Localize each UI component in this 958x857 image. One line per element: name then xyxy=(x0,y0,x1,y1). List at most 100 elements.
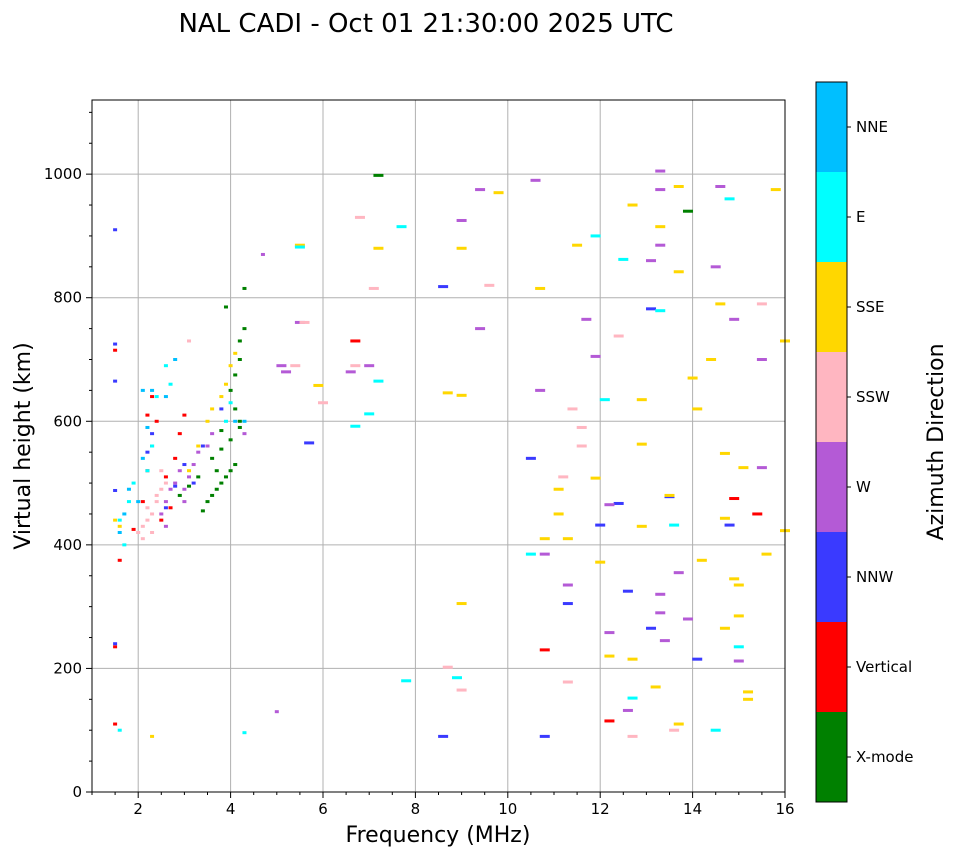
data-point xyxy=(140,500,145,504)
data-point xyxy=(136,500,141,504)
data-point xyxy=(136,531,141,534)
data-point xyxy=(604,719,615,723)
colorbar-swatch xyxy=(816,172,847,262)
data-point xyxy=(613,501,624,505)
y-tick-label: 200 xyxy=(53,659,82,677)
series-nne xyxy=(117,358,247,534)
data-point xyxy=(576,444,587,448)
data-point xyxy=(168,506,173,510)
data-point xyxy=(770,188,781,192)
data-point xyxy=(706,358,717,361)
data-point xyxy=(451,676,462,680)
data-point xyxy=(237,339,242,343)
data-point xyxy=(233,407,238,411)
data-point xyxy=(655,243,666,247)
data-point xyxy=(373,173,384,177)
data-point xyxy=(117,524,122,528)
data-marks xyxy=(113,169,790,738)
colorbar-swatch xyxy=(816,622,847,712)
data-point xyxy=(576,425,587,429)
data-point xyxy=(710,728,721,732)
data-point xyxy=(354,215,365,219)
data-point xyxy=(535,286,546,290)
data-point xyxy=(187,475,192,479)
data-point xyxy=(442,665,453,669)
series-vertical xyxy=(113,339,763,726)
data-point xyxy=(655,169,666,173)
data-point xyxy=(159,512,164,516)
data-point xyxy=(696,558,707,562)
data-point xyxy=(627,203,638,207)
data-point xyxy=(154,493,159,497)
data-point xyxy=(168,382,173,386)
data-point xyxy=(738,466,749,470)
data-point xyxy=(710,265,721,269)
data-point xyxy=(729,317,740,321)
data-point xyxy=(622,708,633,712)
data-point xyxy=(724,523,735,527)
data-point xyxy=(673,571,684,575)
data-point xyxy=(562,537,573,541)
data-point xyxy=(299,320,310,324)
data-point xyxy=(669,728,680,732)
data-point xyxy=(237,358,242,361)
data-point xyxy=(228,364,233,368)
series-x-mode xyxy=(177,173,693,513)
data-point xyxy=(163,475,168,479)
series-sse xyxy=(113,185,790,738)
data-point xyxy=(646,307,657,311)
data-point xyxy=(205,500,210,504)
data-point xyxy=(682,209,693,213)
x-tick-label: 2 xyxy=(133,800,143,818)
data-point xyxy=(145,450,150,454)
data-point xyxy=(636,398,647,402)
data-point xyxy=(294,245,305,249)
x-tick-label: 10 xyxy=(498,800,517,818)
data-point xyxy=(373,379,384,383)
data-point xyxy=(553,487,564,491)
data-point xyxy=(219,447,224,451)
data-point xyxy=(456,688,467,692)
data-point xyxy=(655,611,666,615)
y-tick-label: 1000 xyxy=(44,165,82,183)
data-point xyxy=(553,512,564,516)
data-point xyxy=(636,442,647,446)
data-point xyxy=(233,463,238,467)
colorbar-swatch xyxy=(816,532,847,622)
series-nnw xyxy=(113,228,735,738)
data-point xyxy=(274,710,279,714)
data-point xyxy=(122,543,127,547)
colorbar-tick-label: SSW xyxy=(856,388,890,406)
colorbar-swatch xyxy=(816,262,847,352)
data-point xyxy=(525,456,536,460)
data-point xyxy=(401,679,412,683)
data-point xyxy=(761,552,772,556)
data-point xyxy=(228,438,233,442)
data-point xyxy=(150,531,155,534)
data-point xyxy=(655,188,666,192)
data-point xyxy=(150,388,155,392)
data-point xyxy=(242,327,247,331)
data-point xyxy=(724,197,735,201)
data-point xyxy=(219,407,224,411)
data-point xyxy=(535,388,546,392)
data-point xyxy=(719,626,730,630)
data-point xyxy=(733,659,744,663)
colorbar-tick-label: X-mode xyxy=(856,748,913,766)
data-point xyxy=(281,370,292,374)
data-point xyxy=(163,364,168,368)
data-point xyxy=(396,225,407,229)
data-point xyxy=(729,577,740,581)
y-tick-label: 0 xyxy=(72,783,82,801)
data-point xyxy=(113,518,118,522)
colorbar-tick-label: SSE xyxy=(856,298,885,316)
data-point xyxy=(223,382,228,386)
data-point xyxy=(627,657,638,661)
data-point xyxy=(228,401,233,405)
data-point xyxy=(150,512,155,516)
data-point xyxy=(475,188,486,192)
y-tick-label: 800 xyxy=(53,289,82,307)
data-point xyxy=(159,487,164,491)
data-point xyxy=(313,383,324,387)
data-point xyxy=(562,602,573,606)
